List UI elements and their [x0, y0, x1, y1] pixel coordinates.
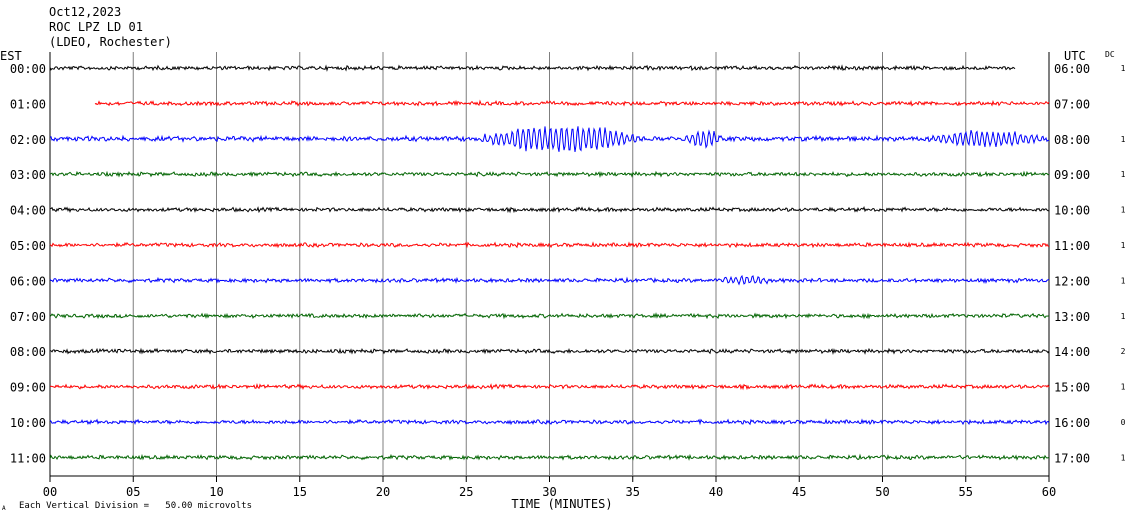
x-tick-label: 35	[626, 485, 640, 499]
trace-0900	[49, 383, 1050, 391]
trace-0400	[49, 206, 1049, 214]
x-tick-label: 25	[459, 485, 473, 499]
dc-value: 1	[1121, 64, 1126, 73]
x-tick-label: 05	[126, 485, 140, 499]
trace-0300	[49, 170, 1050, 178]
x-axis-ticks: 00 05 10 15 20 25 30 35 40 45 50 55 60	[43, 476, 1056, 499]
station-code: ROC LPZ LD 01	[49, 20, 143, 34]
utc-hour-label: 08:00	[1054, 133, 1090, 147]
utc-hour-label: 11:00	[1054, 239, 1090, 253]
trace-0800	[49, 347, 1050, 355]
utc-hour-label: 07:00	[1054, 97, 1090, 111]
x-tick-label: 30	[542, 485, 556, 499]
trace-0700	[49, 312, 1049, 320]
x-axis-title: TIME (MINUTES)	[511, 497, 612, 511]
vertical-gridlines	[132, 52, 967, 476]
utc-hour-label: 13:00	[1054, 310, 1090, 324]
est-axis-label: EST	[0, 49, 22, 63]
utc-hour-label: 14:00	[1054, 345, 1090, 359]
trace-0600	[49, 274, 1050, 286]
trace-0000	[49, 64, 1016, 72]
utc-hour-label: 15:00	[1054, 381, 1090, 395]
trace-lines	[49, 64, 1050, 461]
dc-value: 2	[1121, 347, 1126, 356]
utc-axis-label: UTC	[1064, 49, 1086, 63]
x-tick-label: 10	[209, 485, 223, 499]
x-tick-label: 20	[376, 485, 390, 499]
dc-value: 1	[1121, 241, 1126, 250]
x-tick-label: 60	[1042, 485, 1056, 499]
utc-hour-label: 16:00	[1054, 416, 1090, 430]
est-hour-label: 01:00	[10, 97, 46, 111]
trace-0200	[49, 126, 1050, 152]
dc-value: 1	[1121, 206, 1126, 215]
dc-column-label: DC	[1105, 50, 1115, 59]
dc-value: 1	[1121, 312, 1126, 321]
utc-hour-label: 17:00	[1054, 451, 1090, 465]
dc-value: 1	[1121, 453, 1126, 462]
record-date: Oct12,2023	[49, 5, 121, 19]
x-tick-label: 55	[959, 485, 973, 499]
est-hour-label: 08:00	[10, 345, 46, 359]
dc-value: 1	[1121, 276, 1126, 285]
est-hour-label: 05:00	[10, 239, 46, 253]
utc-hour-label: 12:00	[1054, 274, 1090, 288]
x-tick-label: 00	[43, 485, 57, 499]
est-hour-label: 11:00	[10, 451, 46, 465]
dc-value: 1	[1121, 135, 1126, 144]
footer-mark: A	[2, 505, 6, 512]
trace-0100	[94, 99, 1050, 107]
x-tick-label: 40	[709, 485, 723, 499]
network-name: (LDEO, Rochester)	[49, 35, 172, 49]
est-hour-label: 09:00	[10, 381, 46, 395]
trace-1000	[49, 418, 1050, 426]
est-hour-label: 02:00	[10, 133, 46, 147]
est-hour-label: 07:00	[10, 310, 46, 324]
dc-value: 1	[1121, 170, 1126, 179]
utc-hour-label: 10:00	[1054, 204, 1090, 218]
dc-value: 0	[1121, 418, 1126, 427]
est-hour-label: 06:00	[10, 274, 46, 288]
dc-values: 1 1 1 1 1 1 1 2 1 0 1	[1121, 64, 1126, 462]
x-tick-label: 45	[792, 485, 806, 499]
trace-0500	[49, 241, 1050, 249]
est-hour-label: 04:00	[10, 204, 46, 218]
utc-hour-label: 06:00	[1054, 62, 1090, 76]
est-hour-label: 00:00	[10, 62, 46, 76]
dc-value: 1	[1121, 383, 1126, 392]
utc-hour-labels: 06:00 07:00 08:00 09:00 10:00 11:00 12:00 13:00…	[1054, 62, 1090, 465]
x-tick-label: 15	[293, 485, 307, 499]
est-hour-label: 03:00	[10, 168, 46, 182]
utc-hour-label: 09:00	[1054, 168, 1090, 182]
est-hour-label: 10:00	[10, 416, 46, 430]
x-tick-label: 50	[875, 485, 889, 499]
trace-1100	[49, 453, 1050, 461]
est-hour-labels: 00:00 01:00 02:00 03:00 04:00 05:00 06:00 07:00…	[10, 62, 46, 465]
scale-note: Each Vertical Division = 50.00 microvolt…	[19, 501, 252, 511]
